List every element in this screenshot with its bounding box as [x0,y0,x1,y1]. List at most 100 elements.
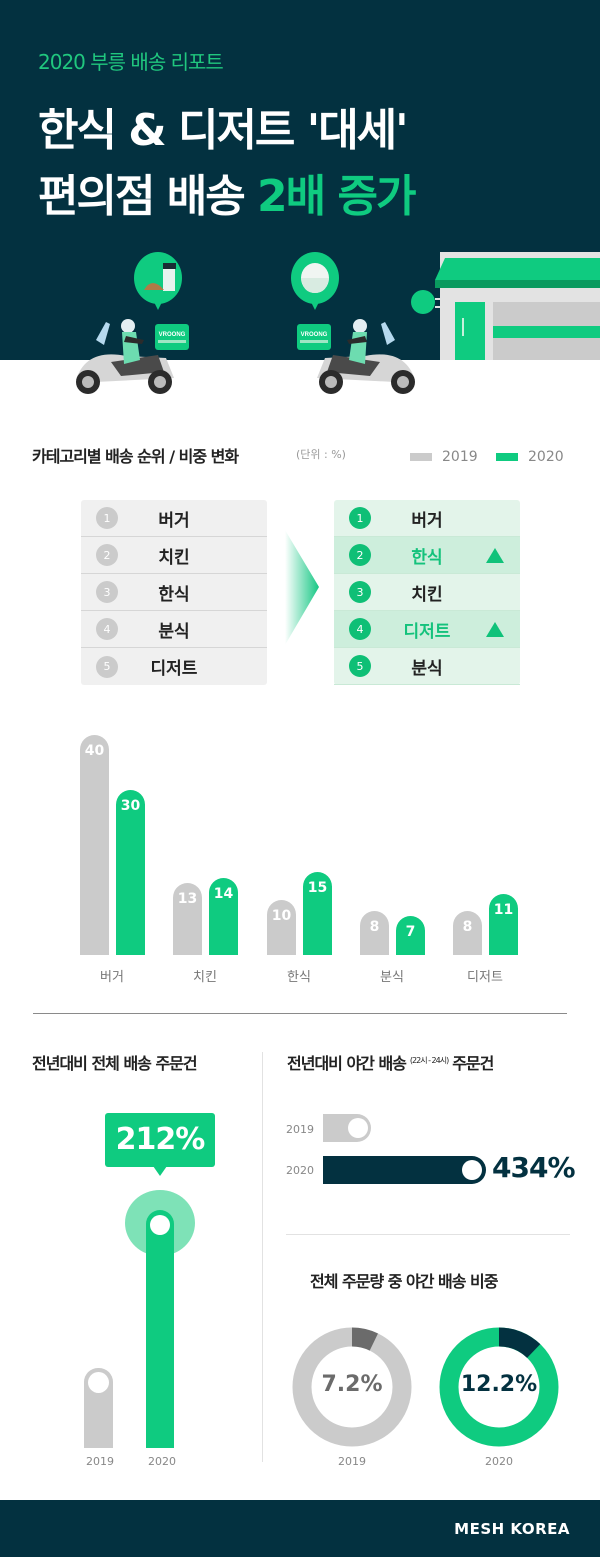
bar-cap-dot [462,1160,482,1180]
bar-2019-burger: 40 [80,735,109,955]
year-label: 2020 [148,1455,176,1468]
bar-2020-burger: 30 [116,790,145,955]
year-label: 2019 [86,1455,114,1468]
donut-2020 [439,1327,559,1447]
hero-banner: 2020 부릉 배송 리포트 한식 & 디저트 '대세' 편의점 배송 2배 증… [0,0,600,360]
column-divider [262,1052,263,1462]
vroong-box [297,324,331,350]
ranking-list-2020: 1 버거 2 한식 3 치킨 4 디저트 5 분식 [334,500,520,685]
badge-pointer [153,1166,167,1176]
ranking-row: 2 치킨 [81,537,267,574]
legend-2020: 2020 [496,449,564,465]
year-label: 2020 [286,1164,314,1177]
rank-badge: 4 [349,618,371,640]
category-label: 디저트 [467,970,503,985]
bar-cap-dot [348,1118,368,1138]
rank-badge: 3 [96,581,118,603]
rank-category: 치킨 [411,584,443,605]
title-highlight: 2배 증가 [257,171,416,222]
svg-text:VROONG: VROONG [159,332,186,338]
donut-2019-value: 7.2% [321,1372,383,1397]
ranking-row: 1 버거 [81,500,267,537]
title-line-1: 한식 & 디저트 '대세' [38,105,409,156]
ranking-row: 3 한식 [81,574,267,611]
night-title-suffix: 주문건 [452,1054,494,1073]
ranking-row: 5 분식 [334,648,520,685]
rank-category: 분식 [158,621,190,642]
rank-badge: 2 [96,544,118,566]
rank-badge: 4 [96,618,118,640]
rank-badge: 2 [349,544,371,566]
chevron-right-icon [285,530,319,645]
subsection-divider [286,1234,570,1235]
svg-text:VROONG: VROONG [301,332,328,338]
bar-cap-dot [88,1372,109,1393]
night-growth-value: 434% [492,1151,576,1184]
rice-bowl-icon [291,252,339,310]
ranking-row: 4 분식 [81,611,267,648]
ranking-row: 3 치킨 [334,574,520,611]
rank-category: 한식 [411,547,443,568]
bar-2020-total [146,1210,174,1448]
category-label: 버거 [100,970,124,985]
year-label: 2020 [485,1455,513,1468]
night-share-title: 전체 주문량 중 야간 배송 비중 [310,1272,498,1291]
scooter-rider-dessert-illustration: VROONG [76,252,189,394]
triangle-up-icon [486,621,504,637]
rank-badge: 1 [349,507,371,529]
legend-2019: 2019 [410,449,478,465]
bar-2020-night [323,1156,486,1184]
year-label: 2019 [286,1123,314,1136]
legend-label-2020: 2020 [528,449,564,465]
rank-category: 치킨 [158,547,190,568]
legend-swatch-2020 [496,453,518,461]
coffee-croissant-icon [134,252,182,310]
rank-category: 디저트 [150,659,198,679]
night-title-hours: (22시 - 24시) [409,1055,449,1065]
title-line-2: 편의점 배송 2배 증가 [38,164,416,230]
scooter-rider-korean-food-illustration: VROONG [291,252,415,394]
bar-cap-dot [150,1215,170,1235]
vroong-box [155,324,189,350]
night-title-prefix: 전년대비 야간 배송 [287,1054,407,1073]
bar-2020-dessert: 11 [489,894,518,955]
rank-category: 버거 [411,510,443,531]
rank-category: 버거 [158,510,190,531]
ranking-list-2019: 1 버거 2 치킨 3 한식 4 분식 5 디저트 [81,500,267,685]
report-title: 한식 & 디저트 '대세' 편의점 배송 2배 증가 [38,98,416,230]
category-label: 분식 [380,970,404,985]
bar-2019-chicken: 13 [173,883,202,955]
bar-2020-chicken: 14 [209,878,238,955]
section-divider [33,1013,567,1014]
bar-2020-korean: 15 [303,872,332,955]
rank-category: 한식 [158,584,190,605]
year-label: 2019 [338,1455,366,1468]
ranking-row-up: 4 디저트 [334,611,520,648]
donut-2019 [292,1327,412,1447]
ranking-unit: (단위 : %) [296,448,346,461]
ranking-row-up: 2 한식 [334,537,520,574]
bar-2020-snack: 7 [396,916,425,955]
ranking-row: 1 버거 [334,500,520,537]
report-subtitle: 2020 부릉 배송 리포트 [38,50,224,74]
title-line-2-prefix: 편의점 배송 [38,171,258,222]
footer: MESH KOREA [0,1500,600,1557]
donut-2020-value: 12.2% [460,1372,538,1397]
rank-badge: 5 [96,655,118,678]
category-label: 치킨 [193,970,217,985]
convenience-store-icon [411,252,600,360]
rank-category: 분식 [411,658,443,679]
legend-label-2019: 2019 [442,449,478,465]
category-label: 한식 [287,970,311,985]
ranking-title: 카테고리별 배송 순위 / 비중 변화 [32,447,239,466]
rank-badge: 5 [349,655,371,677]
bar-2019-dessert: 8 [453,911,482,955]
total-growth-badge: 212% [105,1113,215,1167]
night-orders-title: 전년대비 야간 배송 (22시 - 24시) 주문건 [287,1050,494,1074]
rank-badge: 1 [96,507,118,529]
rank-badge: 3 [349,581,371,603]
bar-2019-korean: 10 [267,900,296,955]
brand-logo: MESH KOREA [454,1520,570,1538]
bar-2019-snack: 8 [360,911,389,955]
total-orders-title: 전년대비 전체 배송 주문건 [32,1054,198,1073]
